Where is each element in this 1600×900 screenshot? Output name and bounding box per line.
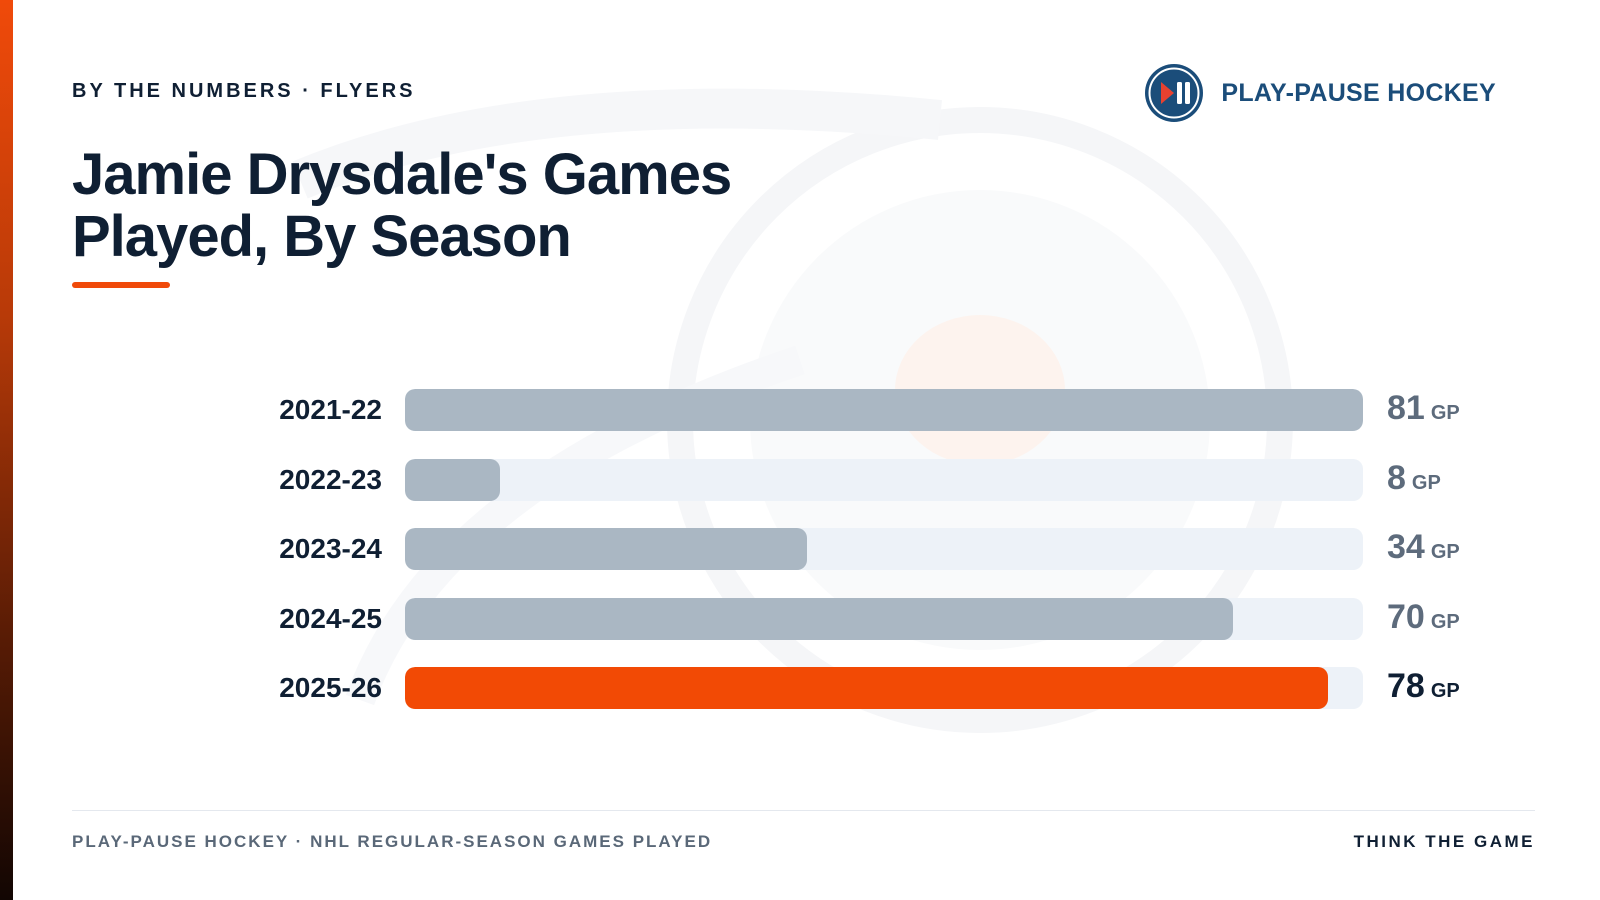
bar-track bbox=[405, 667, 1363, 709]
value-unit: GP bbox=[1430, 402, 1460, 424]
kicker: BY THE NUMBERS · FLYERS bbox=[72, 80, 416, 102]
value-label: 34 GP bbox=[1387, 526, 1460, 568]
value-number: 78 bbox=[1387, 667, 1425, 705]
bar bbox=[405, 459, 500, 501]
brand: PLAY-PAUSE HOCKEY bbox=[1143, 62, 1496, 124]
title-line-1: Jamie Drysdale's Games bbox=[72, 142, 732, 207]
bar bbox=[405, 667, 1328, 709]
footer-tagline: THINK THE GAME bbox=[1353, 832, 1535, 851]
value-label: 70 GP bbox=[1387, 596, 1460, 638]
value-number: 8 bbox=[1387, 459, 1406, 497]
value-unit: GP bbox=[1430, 541, 1460, 563]
value-label: 78 GP bbox=[1387, 665, 1460, 707]
bar-track bbox=[405, 528, 1363, 570]
category-label: 2021-22 bbox=[279, 394, 382, 425]
value-unit: GP bbox=[1430, 611, 1460, 633]
value-number: 34 bbox=[1387, 528, 1425, 566]
value-unit: GP bbox=[1411, 472, 1441, 494]
footer-source: PLAY-PAUSE HOCKEY · NHL REGULAR-SEASON G… bbox=[72, 832, 713, 851]
bar bbox=[405, 528, 808, 570]
play-pause-icon bbox=[1145, 64, 1204, 122]
bar-track bbox=[405, 598, 1363, 640]
footer-divider bbox=[72, 810, 1535, 811]
category-label: 2023-24 bbox=[279, 533, 382, 564]
bar-track bbox=[405, 389, 1363, 431]
brand-name: PLAY-PAUSE HOCKEY bbox=[1221, 78, 1496, 107]
bar bbox=[405, 389, 1363, 431]
value-number: 70 bbox=[1387, 598, 1425, 636]
accent-strip bbox=[0, 0, 13, 900]
bar bbox=[405, 598, 1233, 640]
title-underline bbox=[72, 282, 170, 288]
value-label: 8 GP bbox=[1387, 457, 1441, 499]
value-unit: GP bbox=[1430, 680, 1460, 702]
value-number: 81 bbox=[1387, 389, 1425, 427]
category-label: 2024-25 bbox=[279, 603, 382, 634]
category-label: 2022-23 bbox=[279, 464, 382, 495]
title-line-2: Played, By Season bbox=[72, 204, 572, 269]
value-label: 81 GP bbox=[1387, 387, 1460, 429]
category-label: 2025-26 bbox=[279, 672, 382, 703]
page-title: Jamie Drysdale's Games Played, By Season bbox=[72, 144, 932, 268]
bar-track bbox=[405, 459, 1363, 501]
